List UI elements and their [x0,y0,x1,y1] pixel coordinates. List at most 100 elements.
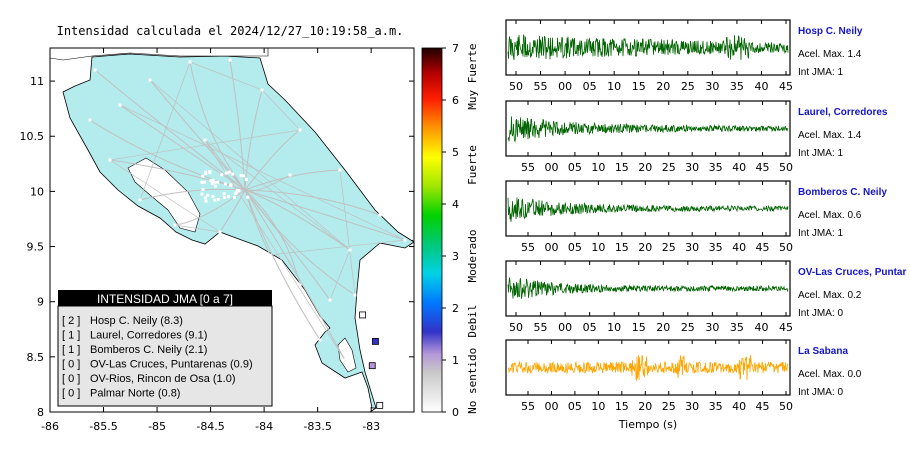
town [224,171,228,175]
town [223,182,227,186]
colorbar-tick-label: 1 [452,354,459,367]
time-tick-label: 35 [730,321,744,334]
town [239,174,243,178]
colorbar: 0 1 2 3 4 5 6 7 No sentido Debil Moderado Fuerte Mu… [421,42,479,419]
town [403,238,407,242]
town [268,253,272,257]
time-tick-label: 40 [754,321,768,334]
map-title: Intensidad calculada el 2024/12/27_10:19… [57,24,404,38]
max-acceleration: Acel. Max. 1.4 [798,130,862,141]
time-tick-label: 25 [662,400,676,413]
jma-intensity: Int JMA: 1 [798,228,843,239]
town [173,223,177,227]
station-marker [376,401,384,409]
legend-item-level: [ 0 ] [62,359,80,371]
lon-tick-label: -84 [255,420,273,433]
town [218,230,222,234]
town [220,173,224,177]
colorbar-tick-label: 6 [452,94,459,107]
jma-intensity: Int JMA: 0 [798,308,843,319]
road [244,174,291,192]
town [244,177,248,181]
map-frame [49,47,415,413]
time-tick-label: 20 [638,241,652,254]
town [213,180,217,184]
jma-intensity: Int JMA: 1 [798,67,843,78]
time-tick-label: 15 [615,241,629,254]
time-tick-label: 50 [509,321,523,334]
road [329,249,351,301]
legend-item-name: Bomberos C. Neily (2.1) [90,344,207,356]
waveform [507,277,789,299]
time-tick-label: 15 [632,321,646,334]
time-tick-label: 45 [779,80,793,93]
town [203,196,207,200]
town [200,192,204,196]
jma-intensity: Int JMA: 0 [798,387,843,398]
legend-title: INTENSIDAD JMA [0 a 7] [97,292,233,306]
town [108,158,112,162]
town [298,128,302,132]
colorbar-tick-label: 0 [452,406,459,419]
jma-intensity: Int JMA: 1 [798,148,843,159]
seismogram-panel: 55 00 05 10 15 20 25 30 35 40 45 50 Bomberos C. Neil… [505,180,887,254]
town [200,180,204,184]
town [216,180,220,184]
time-tick-label: 30 [705,321,719,334]
legend-item-name: OV-Rios, Rincon de Osa (1.0) [90,373,236,385]
station-name: Laurel, Corredores [798,107,888,118]
colorbar-tick-label: 2 [452,302,459,315]
time-tick-label: 35 [709,241,723,254]
road [219,189,246,233]
colorbar-category-label: No sentido [466,348,479,414]
legend-item-level: [ 0 ] [62,388,80,400]
time-tick-label: 35 [709,400,723,413]
time-tick-label: 10 [607,321,621,334]
town [118,103,122,107]
max-acceleration: Acel. Max. 0.6 [798,210,862,221]
time-tick-label: 20 [638,400,652,413]
town [208,170,212,174]
town [378,213,382,217]
lon-tick-label: -84.5 [196,420,224,433]
time-tick-label: 30 [705,80,719,93]
time-tick-label: 05 [568,241,582,254]
road [244,89,263,191]
town [298,283,302,287]
colorbar-tick-label: 4 [452,198,459,211]
time-tick-label: 25 [681,321,695,334]
max-acceleration: Acel. Max. 0.2 [798,290,862,301]
town [211,194,215,198]
town [211,178,215,182]
town [246,195,250,199]
costa-rica-land [62,53,414,409]
road [269,239,406,256]
road [244,189,346,361]
road [94,69,246,191]
time-tick-label: 25 [662,161,676,174]
time-tick-label: 10 [591,241,605,254]
road [244,189,356,296]
time-tick-label: 50 [779,400,793,413]
town [138,198,142,202]
town [233,196,237,200]
towns [88,58,407,362]
road [244,189,301,286]
town [148,78,152,82]
road [244,189,351,251]
town [235,189,239,193]
time-tick-label: 00 [558,80,572,93]
town [348,248,352,252]
seismogram-panel: 55 00 05 10 15 20 25 30 35 40 45 50 La Sabana Acel. M… [505,339,862,413]
town [213,184,217,188]
time-tick-label: 55 [521,241,535,254]
road [119,104,246,191]
time-tick-label: 40 [732,241,746,254]
lon-tick-label: -85.5 [89,420,117,433]
road [119,104,406,241]
lat-tick-label: 9 [37,296,44,309]
time-tick-label: 10 [607,80,621,93]
town [222,192,226,196]
lat-tick-label: 10.5 [20,130,45,143]
